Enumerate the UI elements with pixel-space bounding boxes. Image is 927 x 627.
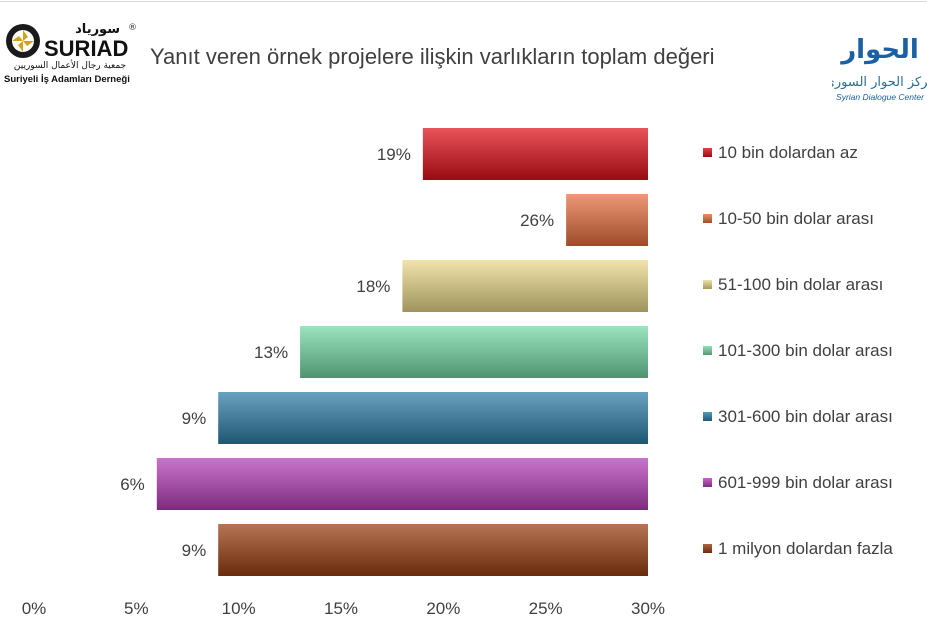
data-label-4: 13%	[254, 343, 288, 362]
legend-swatch-2	[703, 214, 712, 223]
legend-item-6: 601-999 bin dolar arası	[703, 473, 893, 493]
suriad-subtitle: Suriyeli İş Adamları Derneği	[4, 74, 130, 85]
legend-label-1: 10 bin dolardan az	[718, 143, 858, 162]
x-tick-label-7: 30%	[631, 599, 665, 618]
bar-3	[402, 260, 648, 312]
x-tick-label-4: 15%	[324, 599, 358, 618]
data-label-7: 9%	[182, 541, 207, 560]
legend-item-4: 101-300 bin dolar arası	[703, 341, 893, 361]
data-label-5: 9%	[182, 409, 207, 428]
x-tick-label-3: 10%	[222, 599, 256, 618]
legend-swatch-4	[703, 346, 712, 355]
x-tick-label-1: 0%	[22, 599, 47, 618]
legend-item-2: 10-50 bin dolar arası	[703, 209, 874, 229]
legend-swatch-6	[703, 478, 712, 487]
data-label-3: 18%	[356, 277, 390, 296]
bar-2	[566, 194, 648, 246]
legend-label-2: 10-50 bin dolar arası	[718, 209, 874, 228]
bar-1	[422, 128, 648, 180]
legend-item-5: 301-600 bin dolar arası	[703, 407, 893, 427]
legend-item-7: 1 milyon dolardan fazla	[703, 539, 893, 559]
x-tick-label-5: 20%	[426, 599, 460, 618]
suriad-arabic-name: سورياد	[75, 22, 120, 37]
bar-5	[218, 392, 648, 444]
sdc-latin-name: Syrian Dialogue Center	[836, 92, 925, 102]
suriad-arabic-subtitle: جمعية رجال الأعمال السوريين	[14, 59, 126, 71]
legend-swatch-3	[703, 280, 712, 289]
legend-label-6: 601-999 bin dolar arası	[718, 473, 893, 492]
bar-7	[218, 524, 648, 576]
sdc-arabic-wordmark: الحوار	[839, 35, 919, 65]
legend-label-7: 1 milyon dolardan fazla	[718, 539, 893, 558]
legend-label-3: 51-100 bin dolar arası	[718, 275, 884, 294]
legend-swatch-5	[703, 412, 712, 421]
top-rule	[0, 1, 927, 2]
bar-6	[156, 458, 649, 510]
legend-label-5: 301-600 bin dolar arası	[718, 407, 893, 426]
legend-item-3: 51-100 bin dolar arası	[703, 275, 883, 295]
chart-title: Yanıt veren örnek projelere ilişkin varl…	[150, 44, 715, 69]
x-tick-label-2: 5%	[124, 599, 149, 618]
legend-swatch-7	[703, 544, 712, 553]
x-tick-label-6: 25%	[529, 599, 563, 618]
registered-mark: ®	[128, 23, 137, 33]
legend-label-4: 101-300 bin dolar arası	[718, 341, 893, 360]
suriad-logo: ® سورياد SURIAD جمعية رجال الأعمال السور…	[2, 18, 142, 90]
bar-4	[300, 326, 648, 378]
suriad-latin-name: SURIAD	[44, 36, 128, 61]
data-label-6: 6%	[120, 475, 145, 494]
sdc-arabic-name: مركز الحوار السوري	[832, 75, 927, 90]
data-label-2: 26%	[520, 211, 554, 230]
legend-swatch-1	[703, 148, 712, 157]
data-label-1: 19%	[377, 145, 411, 164]
legend-item-1: 10 bin dolardan az	[703, 143, 858, 163]
syrian-dialogue-center-logo: الحوار مركز الحوار السوري Syrian Dialogu…	[825, 32, 927, 104]
